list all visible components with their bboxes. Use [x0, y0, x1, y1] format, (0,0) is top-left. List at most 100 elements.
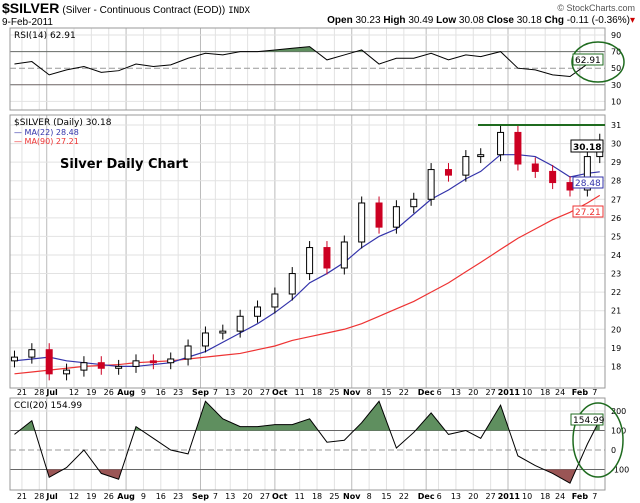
x-tick-label: 9: [141, 492, 146, 501]
x-tick-label: 8: [367, 388, 372, 397]
candle: [427, 163, 435, 206]
candle-body: [167, 358, 175, 364]
x-tick-label: 26: [104, 388, 114, 397]
rsi-y-label: 90: [611, 31, 621, 40]
x-tick-label: 23: [173, 388, 183, 397]
x-tick-label: 19: [86, 388, 96, 397]
rsi-series: [14, 46, 600, 85]
ma22-tag: 28.48: [572, 176, 604, 189]
x-tick-label: 15: [381, 388, 391, 397]
candle: [219, 324, 227, 340]
candle-body: [63, 369, 71, 375]
rsi-annotation-circle: [571, 41, 625, 83]
candle-body: [358, 202, 366, 243]
price-y-label: 30: [611, 140, 621, 149]
candle-body: [28, 349, 36, 358]
candle-body: [462, 156, 470, 176]
candle: [375, 196, 383, 234]
candle-body: [149, 360, 157, 364]
ma90-name: MA(90): [25, 137, 54, 146]
x-tick-label: 27: [486, 388, 496, 397]
cci-panel: [9, 397, 606, 491]
x-tick-label: Feb: [572, 388, 589, 397]
candle-body: [219, 330, 227, 334]
x-tick-label: Oct: [272, 492, 288, 501]
close-last-value: 30.18: [573, 143, 601, 153]
candle-body: [254, 306, 262, 317]
candle: [97, 356, 105, 375]
candle-body: [10, 356, 18, 362]
x-tick-label: 18: [540, 388, 550, 397]
ma90-legend: — MA(90) 27.21: [14, 137, 79, 146]
x-tick-label: 8: [367, 492, 372, 501]
x-tick-label: 27: [486, 492, 496, 501]
rsi-y-label: 10: [611, 97, 621, 106]
ma22-legend: — MA(22) 28.48: [14, 128, 79, 137]
x-tick-label: 19: [86, 492, 96, 501]
candle: [63, 363, 71, 381]
low-value: 30.08: [458, 15, 484, 26]
x-tick-label: 23: [173, 492, 183, 501]
x-tick-label: 20: [468, 388, 478, 397]
price-y-label: 26: [611, 214, 621, 223]
cci-last-tag: 154.99: [570, 413, 605, 426]
candle-body: [514, 131, 522, 165]
ma22-last: 28.48: [56, 128, 79, 137]
quote-summary: Open 30.23 High 30.49 Low 30.08 Close 30…: [327, 15, 635, 27]
rsi-panel: [9, 27, 606, 111]
candle-body: [477, 154, 485, 158]
x-tick-label: 7: [592, 388, 597, 397]
cci-last-value: 154.99: [573, 416, 605, 426]
ma22-line: [14, 154, 600, 368]
x-tick-label: Nov: [343, 492, 361, 501]
x-tick-label: 27: [260, 388, 270, 397]
price-y-label: 21: [611, 307, 621, 316]
x-tick-label: Nov: [343, 388, 361, 397]
candle-body: [531, 163, 539, 172]
ma22-tag-value: 28.48: [575, 179, 601, 189]
x-tick-label: 16: [156, 492, 166, 501]
x-tick-label: 9: [141, 388, 146, 397]
description: (Silver - Continuous Contract (EOD)): [62, 5, 226, 16]
x-tick-label: 13: [225, 492, 235, 501]
x-tick-label: 10: [522, 388, 532, 397]
candle: [132, 354, 140, 373]
ma90-line: [14, 194, 601, 375]
price-y-label: 27: [611, 195, 621, 204]
x-tick-label: 11: [295, 492, 305, 501]
candle-body: [583, 156, 591, 191]
price-y-label: 20: [611, 325, 621, 334]
cci-annotation-circle: [572, 402, 624, 478]
candle: [254, 300, 262, 323]
candle: [306, 241, 314, 281]
candle: [358, 196, 366, 249]
candle: [514, 125, 522, 171]
candle: [10, 350, 18, 368]
candle: [115, 359, 123, 375]
close-tag: 30.18: [570, 139, 604, 153]
candle: [28, 343, 36, 364]
x-tick-label: Sep: [192, 492, 209, 501]
price-y-label: 25: [611, 232, 621, 241]
chart-annotation: Silver Daily Chart: [60, 157, 188, 172]
candle: [583, 150, 591, 197]
rsi-oversold-fill: [14, 47, 599, 85]
x-tick-label: 6: [437, 492, 442, 501]
price-y-label: 19: [611, 344, 621, 353]
rsi-y-label: 30: [611, 81, 621, 90]
candle: [288, 267, 296, 301]
x-tick-label: 26: [104, 492, 114, 501]
x-tick-label: 21: [17, 492, 27, 501]
candle: [149, 354, 157, 370]
rsi-y-label: 50: [611, 64, 621, 73]
candle-body: [271, 293, 279, 308]
candle-body: [184, 345, 192, 360]
rsi-y-label: 70: [611, 48, 621, 57]
cci-oversold-fill: [14, 469, 600, 484]
candle-body: [427, 169, 435, 200]
x-tick-label: 20: [243, 388, 253, 397]
chart-date: 9-Feb-2011: [2, 17, 53, 28]
price-series: [10, 124, 605, 381]
x-tick-label: 22: [399, 388, 409, 397]
x-tick-label: Sep: [192, 388, 209, 397]
